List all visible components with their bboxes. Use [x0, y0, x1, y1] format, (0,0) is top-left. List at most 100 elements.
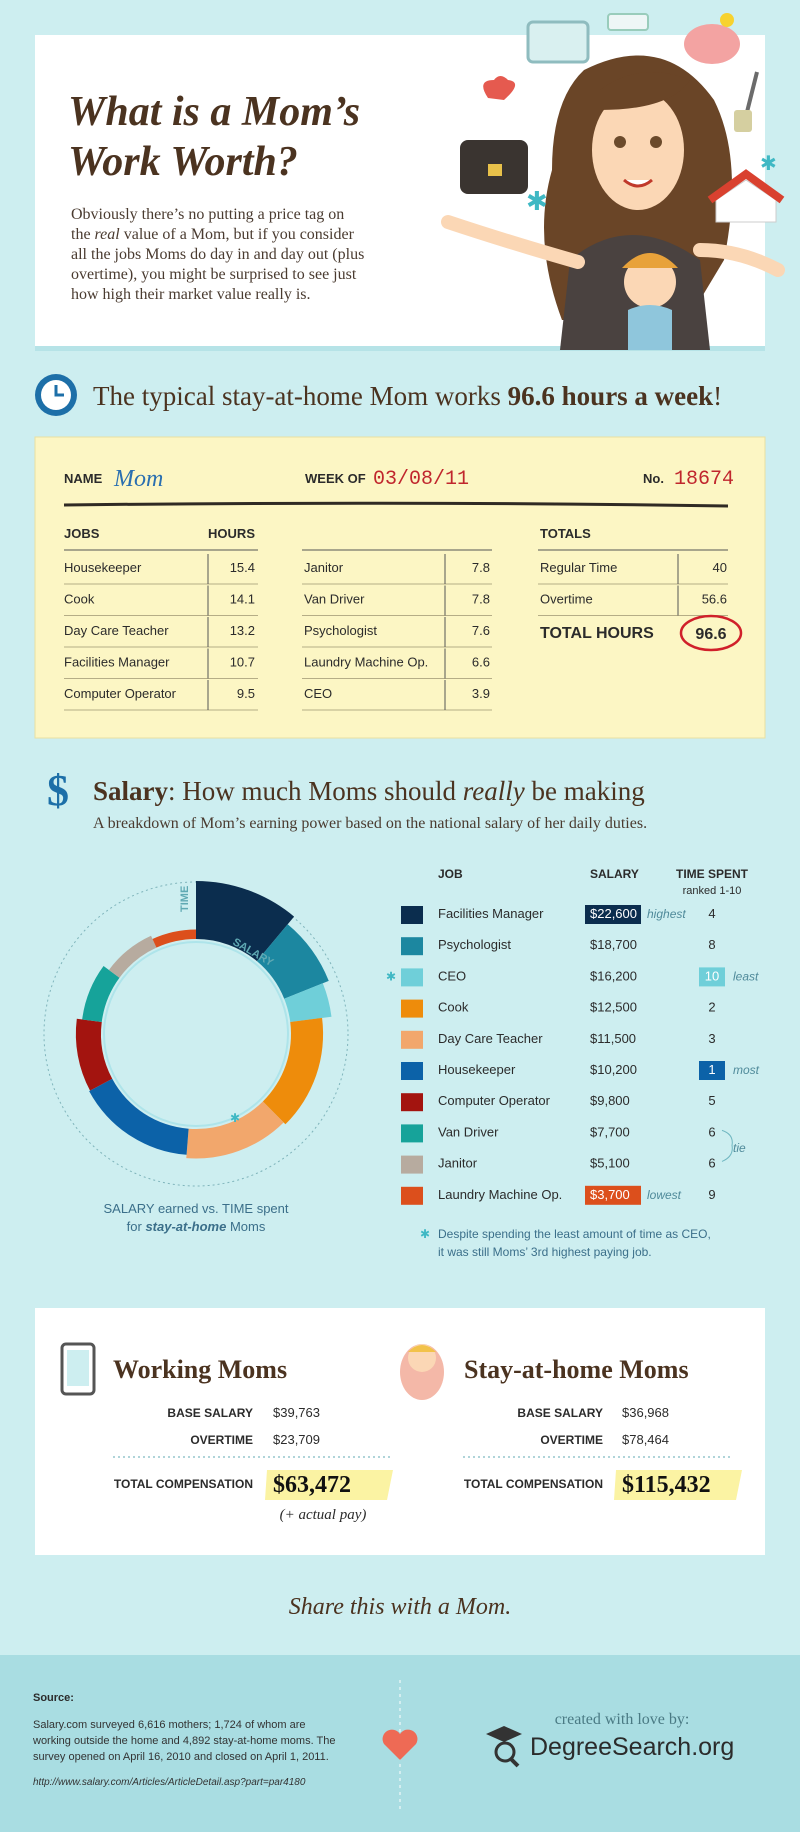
job-name: Van Driver	[304, 592, 365, 607]
job-name: Janitor	[304, 560, 344, 575]
salary-title-part: Salary	[93, 776, 169, 806]
salary-arc	[262, 1017, 324, 1125]
heart-icon	[382, 1729, 418, 1760]
total-highlight	[265, 1470, 393, 1500]
comp-note: (+ actual pay)	[280, 1507, 367, 1523]
rank-value: 4	[708, 906, 715, 921]
total-comp-value: $63,472	[273, 1472, 351, 1498]
total-hours-value: 96.6	[695, 626, 726, 643]
comp-value: $36,968	[622, 1405, 669, 1420]
job-name: Day Care Teacher	[438, 1031, 543, 1046]
job-name: Housekeeper	[438, 1062, 516, 1077]
intro-line: how high their market value really is.	[71, 286, 310, 303]
hours-headline-part: The typical stay-at-home Mom works	[93, 381, 508, 411]
job-hours: 7.8	[472, 560, 490, 575]
share-text: Share this with a Mom.	[289, 1594, 511, 1620]
comp-label: BASE SALARY	[517, 1406, 603, 1420]
job-name: Facilities Manager	[438, 906, 544, 921]
chart-caption-part: SALARY earned vs. TIME spent	[104, 1201, 289, 1216]
intro-line-part: real	[95, 226, 121, 243]
timesheet	[34, 436, 766, 739]
color-swatch	[401, 1124, 423, 1143]
salary-subtitle: A breakdown of Mom’s earning power based…	[93, 815, 647, 832]
job-name: Psychologist	[438, 937, 511, 952]
job-name: Laundry Machine Op.	[438, 1187, 562, 1202]
salary-value: $3,700	[590, 1187, 630, 1202]
intro-line: Obviously there’s no putting a price tag…	[71, 206, 344, 223]
intro-line-part: Obviously there’s no putting a price tag…	[71, 206, 344, 223]
rank-value: 5	[708, 1093, 715, 1108]
job-name: Day Care Teacher	[64, 623, 169, 638]
source-url: http://www.salary.com/Articles/ArticleDe…	[33, 1777, 306, 1788]
footnote-mark: ✱	[420, 1227, 430, 1241]
color-swatch	[401, 1093, 423, 1112]
intro-line: all the jobs Moms do day in and day out …	[71, 246, 364, 263]
compensation-card	[35, 1308, 765, 1555]
title-line: What is a Mom’s	[68, 89, 360, 135]
job-hours: 7.8	[472, 592, 490, 607]
salary-value: $5,100	[590, 1156, 630, 1171]
clock-icon	[35, 374, 77, 416]
cap-icon	[486, 1726, 522, 1768]
rank-value: 3	[708, 1031, 715, 1046]
name-value: Mom	[113, 466, 163, 492]
salary-value: $9,800	[590, 1093, 630, 1108]
job-hours: 6.6	[472, 655, 490, 670]
hours-headline: The typical stay-at-home Mom works 96.6 …	[93, 381, 722, 411]
jobs-header: JOBS	[64, 526, 100, 541]
salary-highlight	[585, 1185, 641, 1205]
job-name: Computer Operator	[64, 686, 177, 701]
rank-note: tie	[733, 1141, 746, 1155]
chart-caption-part: stay-at-home	[145, 1219, 226, 1234]
comp-value: $23,709	[273, 1432, 320, 1447]
comp-label: OVERTIME	[190, 1433, 253, 1447]
salary-value: $22,600	[590, 906, 637, 921]
hours-headline-part: 96.6 hours a week	[508, 381, 714, 411]
color-swatch	[401, 906, 423, 924]
rank-highlight	[699, 967, 725, 987]
job-name: Facilities Manager	[64, 655, 170, 670]
job-hours: 13.2	[230, 623, 255, 638]
comp-value: $39,763	[273, 1405, 320, 1420]
chart-caption-part: Moms	[226, 1219, 266, 1234]
salary-title-part: really	[463, 776, 525, 806]
salary-note: highest	[647, 907, 686, 921]
tablet-icon	[60, 1342, 96, 1396]
job-hours: 3.9	[472, 686, 490, 701]
source-text: survey opened on April 16, 2010 and clos…	[33, 1751, 329, 1763]
rank-note: most	[733, 1063, 760, 1077]
chart-caption-part: for	[127, 1219, 146, 1234]
color-swatch	[401, 1155, 423, 1174]
rank-value: 8	[708, 937, 715, 952]
rank-value: 1	[708, 1062, 715, 1077]
salary-arc	[152, 929, 196, 948]
ranked-note: ranked 1-10	[683, 885, 742, 897]
dollar-icon: $	[47, 766, 69, 815]
number-label: No.	[643, 471, 664, 486]
header-shadow	[35, 346, 765, 351]
salary-arc	[196, 881, 295, 962]
total-comp-value: $115,432	[622, 1472, 711, 1498]
job-name: Cook	[438, 1000, 469, 1015]
week-value: 03/08/11	[373, 468, 469, 491]
hours-headline-part: !	[713, 381, 722, 411]
salary-title: Salary: How much Moms should really be m…	[93, 776, 645, 806]
salary-value: $7,700	[590, 1124, 630, 1139]
intro-line-part: all the jobs Moms do day in and day out …	[71, 246, 364, 263]
source-text: working outside the home and 4,892 stay-…	[32, 1735, 335, 1747]
ceo-mark: ✱	[386, 969, 396, 983]
footnote: it was still Moms’ 3rd highest paying jo…	[438, 1245, 652, 1259]
title-line: Work Worth?	[68, 139, 298, 185]
rank-value: 10	[705, 968, 719, 983]
salary-value: $11,500	[590, 1031, 636, 1046]
table-header: TIME SPENT	[676, 867, 749, 881]
total-hours: 56.6	[702, 592, 727, 607]
salary-title-part: be making	[525, 776, 645, 806]
salary-arc	[186, 1101, 284, 1159]
totals-header: TOTALS	[540, 526, 591, 541]
job-hours: 9.5	[237, 686, 255, 701]
color-swatch	[401, 1186, 423, 1205]
inner-ring	[103, 941, 289, 1127]
total-name: Regular Time	[540, 560, 617, 575]
comp-label: BASE SALARY	[167, 1406, 253, 1420]
